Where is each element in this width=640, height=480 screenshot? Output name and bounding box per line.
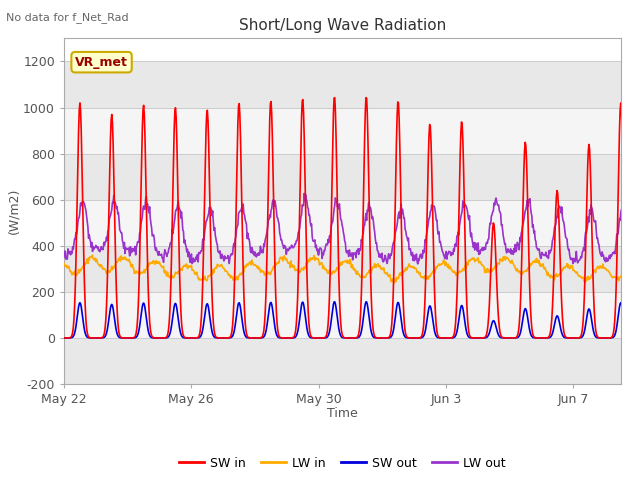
Legend: SW in, LW in, SW out, LW out: SW in, LW in, SW out, LW out — [174, 452, 511, 475]
Text: VR_met: VR_met — [75, 56, 128, 69]
Text: No data for f_Net_Rad: No data for f_Net_Rad — [6, 12, 129, 23]
Bar — [64, 246, 621, 292]
X-axis label: Time: Time — [327, 408, 358, 420]
Y-axis label: (W/m2): (W/m2) — [7, 188, 20, 234]
Bar — [64, 292, 621, 338]
Bar — [64, 154, 621, 200]
Bar — [64, 108, 621, 154]
Bar — [64, 200, 621, 246]
Title: Short/Long Wave Radiation: Short/Long Wave Radiation — [239, 18, 446, 33]
Bar — [64, 61, 621, 108]
Bar — [64, 338, 621, 384]
